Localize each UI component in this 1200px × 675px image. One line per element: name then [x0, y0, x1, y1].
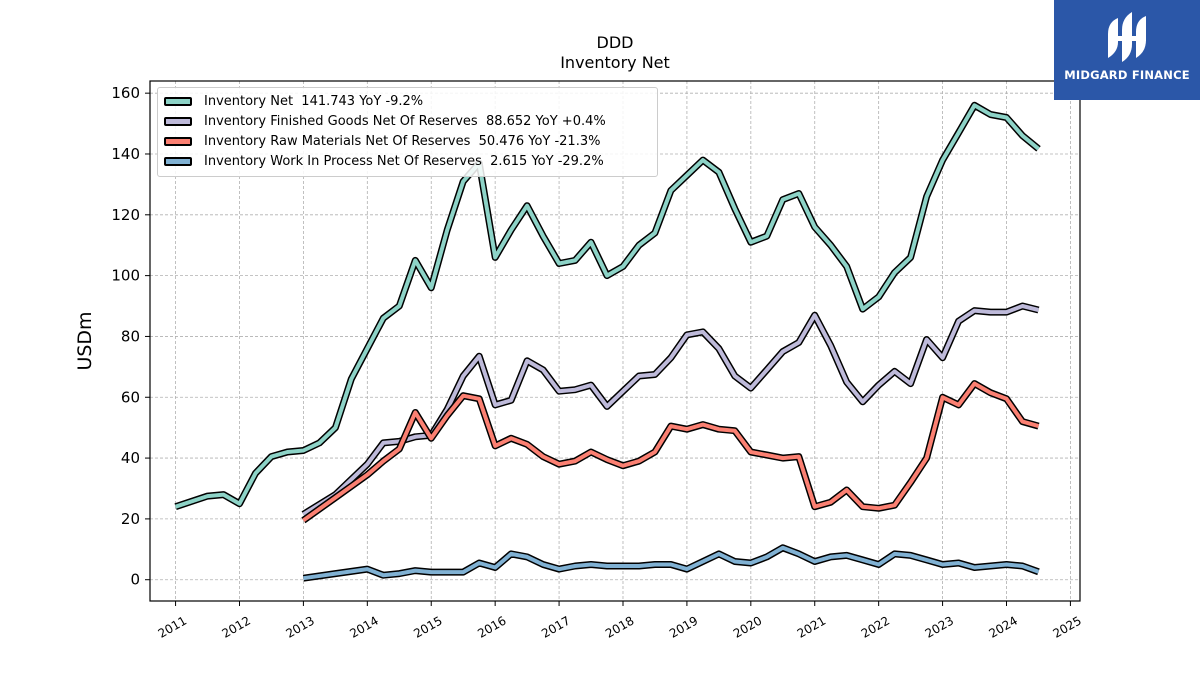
midgard-logo-icon: [1108, 12, 1146, 62]
y-tick-label: 40: [121, 449, 140, 467]
legend-label: Inventory Raw Materials Net Of Reserves …: [204, 133, 601, 149]
brand-badge: MIDGARD FINANCE: [1054, 0, 1200, 100]
chart-subtitle: Inventory Net: [560, 53, 670, 72]
x-tick-label: 2017: [539, 613, 572, 640]
y-tick-label: 60: [121, 388, 140, 406]
legend-item-work-in-process: Inventory Work In Process Net Of Reserve…: [164, 151, 604, 171]
legend-label: Inventory Work In Process Net Of Reserve…: [204, 153, 604, 169]
chart-title: DDD: [596, 33, 634, 52]
legend-item-inventory-net: Inventory Net 141.743 YoY -9.2%: [164, 91, 423, 111]
legend-swatch: [164, 96, 192, 106]
y-axis-label: USDm: [74, 311, 96, 370]
legend-item-raw-materials: Inventory Raw Materials Net Of Reserves …: [164, 131, 600, 151]
legend-swatch: [164, 136, 192, 146]
x-tick-label: 2025: [1050, 613, 1083, 640]
y-tick-label: 0: [130, 571, 140, 589]
series-line-1: [302, 304, 1039, 517]
series-line-3: [303, 545, 1040, 581]
x-tick-label: 2022: [859, 613, 892, 640]
x-tick-label: 2015: [411, 613, 444, 640]
brand-name: MIDGARD FINANCE: [1064, 68, 1190, 82]
x-tick-label: 2012: [220, 613, 253, 640]
x-tick-label: 2019: [667, 613, 700, 640]
y-tick-label: 20: [121, 510, 140, 528]
y-tick-label: 120: [111, 206, 140, 224]
x-tick-label: 2020: [731, 613, 764, 640]
x-tick-label: 2014: [347, 613, 380, 640]
x-tick-label: 2013: [283, 613, 316, 640]
series-layer: [174, 101, 1041, 582]
chart-legend: Inventory Net 141.743 YoY -9.2% Inventor…: [157, 87, 658, 177]
y-tick-label: 100: [111, 267, 140, 285]
series-line-0: [174, 103, 1040, 509]
y-tick-label: 80: [121, 327, 140, 345]
x-tick-label: 2024: [987, 613, 1020, 640]
legend-label: Inventory Finished Goods Net Of Reserves…: [204, 113, 606, 129]
legend-swatch: [164, 156, 192, 166]
x-tick-label: 2016: [475, 613, 508, 640]
x-tick-label: 2021: [795, 613, 828, 640]
legend-swatch: [164, 116, 192, 126]
y-tick-label: 140: [111, 145, 140, 163]
plot-frame: [149, 80, 1081, 602]
x-tick-label: 2023: [923, 613, 956, 640]
legend-item-finished-goods: Inventory Finished Goods Net Of Reserves…: [164, 111, 606, 131]
x-tick-label: 2011: [156, 613, 189, 640]
legend-label: Inventory Net 141.743 YoY -9.2%: [204, 93, 424, 109]
y-tick-label: 160: [111, 84, 140, 102]
x-tick-label: 2018: [603, 613, 636, 640]
series-line-2: [302, 381, 1040, 523]
